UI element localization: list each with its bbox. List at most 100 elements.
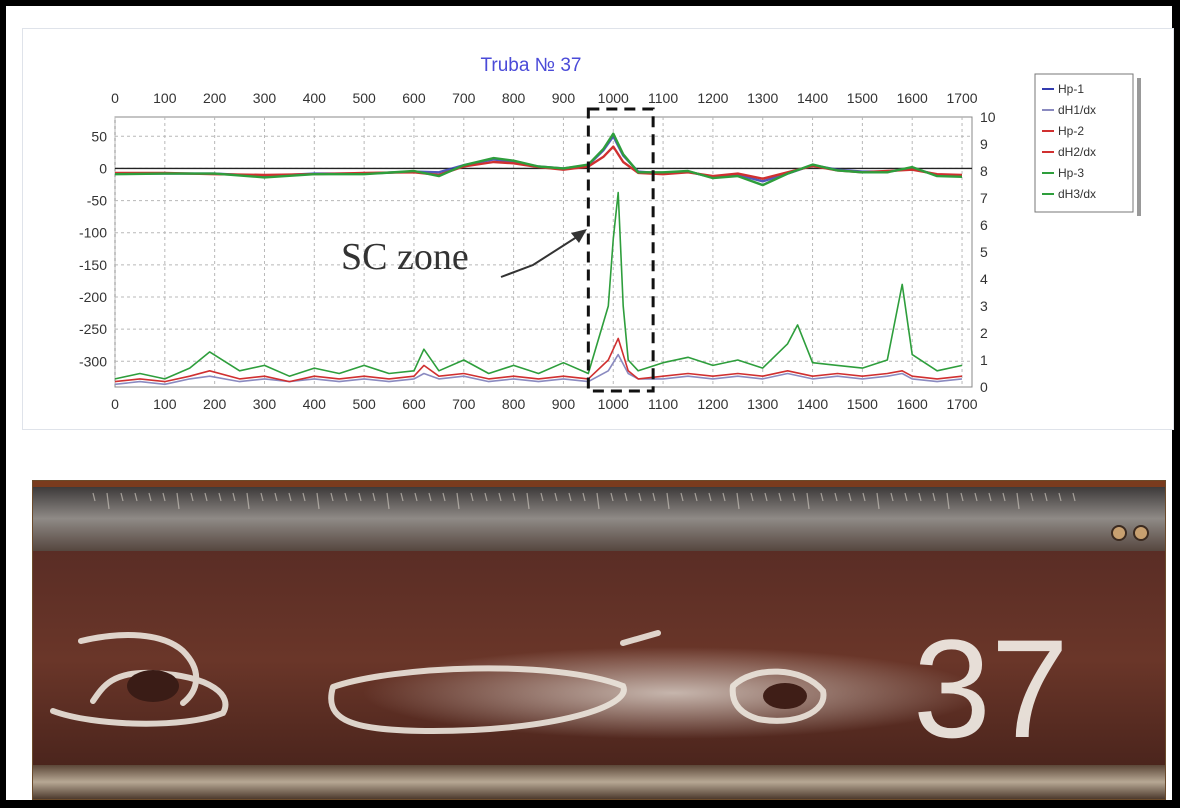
chalk-haze	[363, 647, 983, 739]
sc-zone-label: SC zone	[341, 236, 469, 278]
sc-zone-box	[586, 107, 655, 393]
legend: Hp-1 dH1/dx Hp-2 dH2/dx Hp-3 dH3/dx	[1034, 73, 1141, 216]
x-tick-label-top: 100	[153, 90, 177, 106]
ruler-tick	[400, 492, 404, 502]
x-tick-label-bottom: 500	[352, 396, 376, 412]
x-tick-label-bottom: 1100	[648, 396, 678, 412]
ruler-tick	[1030, 492, 1034, 502]
ruler-tick	[456, 492, 460, 510]
x-ticks-top: 0 100 200 300 400 500 600 700 800 900 1000 1100 1200…	[111, 90, 978, 106]
ruler-tick	[386, 492, 390, 510]
pipe-top-edge	[33, 487, 1165, 557]
pipe-photo: 37	[32, 480, 1166, 800]
legend-box	[1034, 73, 1134, 213]
ruler-tick	[260, 492, 264, 502]
ruler-tick	[232, 492, 236, 502]
ruler-tick	[1002, 492, 1006, 502]
series-layer	[114, 132, 963, 386]
x-tick-label-bottom: 400	[303, 396, 327, 412]
bolt-right	[1133, 525, 1149, 541]
y-right-tick-label: 6	[980, 217, 988, 233]
grid-layer	[114, 117, 972, 387]
y-left-tick-label: -150	[79, 257, 107, 273]
y-right-tick-label: 3	[980, 298, 988, 314]
x-tick-label-top: 200	[203, 90, 227, 106]
y-right-tick-label: 2	[980, 325, 988, 341]
ruler-tick	[974, 492, 978, 502]
ruler-tick	[652, 492, 656, 502]
x-tick-label-top: 1400	[797, 90, 828, 106]
x-tick-label-bottom: 0	[111, 396, 119, 412]
chalk-number: 37	[913, 610, 1069, 767]
x-tick-label-top: 1100	[648, 90, 678, 106]
ruler-tick	[568, 492, 572, 502]
ruler-tick	[876, 492, 880, 510]
ruler-tick	[806, 492, 810, 510]
ruler-tick	[680, 492, 684, 502]
series-line-hp-3	[114, 132, 963, 187]
x-tick-label-bottom: 1000	[598, 396, 629, 412]
ruler-tick	[596, 492, 600, 510]
ruler-tick	[498, 492, 502, 502]
x-tick-label-top: 600	[402, 90, 426, 106]
pit-right	[763, 683, 807, 709]
ruler-tick	[302, 492, 306, 502]
ruler-tick	[736, 492, 740, 510]
ruler-tick	[582, 492, 586, 502]
x-tick-label-bottom: 1200	[697, 396, 728, 412]
ruler-tick	[106, 492, 110, 510]
ruler-tick	[792, 492, 796, 502]
x-tick-label-bottom: 800	[502, 396, 526, 412]
x-tick-label-bottom: 700	[452, 396, 476, 412]
ruler-tick	[274, 492, 278, 502]
x-tick-label-top: 400	[303, 90, 327, 106]
ruler-tick	[190, 492, 194, 502]
y-left-tick-label: 50	[91, 128, 107, 144]
ruler-marks	[92, 492, 1076, 510]
y-left-tick-label: -50	[87, 193, 107, 209]
ruler-tick	[834, 492, 838, 502]
series-line-dh1-dx	[114, 353, 963, 386]
ruler-tick	[764, 492, 768, 502]
ruler-tick	[148, 492, 152, 502]
ruler-tick	[848, 492, 852, 502]
y-left-tick-label: 0	[99, 160, 107, 176]
ruler-tick	[204, 492, 208, 502]
chalk-outlines	[50, 630, 827, 735]
y-right-tick-label: 8	[980, 163, 988, 179]
x-tick-label-top: 300	[253, 90, 277, 106]
ruler-tick	[1016, 492, 1020, 510]
y-right-tick-label: 4	[980, 271, 988, 287]
x-tick-label-top: 1000	[598, 90, 629, 106]
ruler-tick	[526, 492, 530, 510]
ruler-tick	[162, 492, 166, 502]
ruler-tick	[330, 492, 334, 502]
ruler-tick	[932, 492, 936, 502]
ruler-tick	[344, 492, 348, 502]
ruler-tick	[946, 492, 950, 510]
y-right-tick-label: 10	[980, 109, 996, 125]
ruler-tick	[134, 492, 138, 502]
bolt-left	[1111, 525, 1127, 541]
ruler-tick	[246, 492, 250, 510]
chart-panel: Truba № 37 0 100 200 300 400 500 600 700 800 900 1…	[22, 28, 1174, 430]
y-left-tick-label: -250	[79, 321, 107, 337]
x-tick-label-bottom: 1300	[747, 396, 778, 412]
y-right-tick-label: 5	[980, 244, 988, 260]
ruler-tick	[1072, 492, 1076, 502]
ruler-tick	[414, 492, 418, 502]
ruler-tick	[358, 492, 362, 502]
sc-zone-arrowhead	[571, 229, 587, 243]
x-tick-label-bottom: 1400	[797, 396, 828, 412]
ruler-tick	[694, 492, 698, 502]
y-ticks-left: 50 0 -50 -100 -150 -200 -250 -300	[79, 128, 107, 369]
y-right-tick-label: 7	[980, 190, 988, 206]
ruler-tick	[750, 492, 754, 502]
ruler-tick	[442, 492, 446, 502]
x-tick-label-top: 700	[452, 90, 476, 106]
x-tick-label-top: 800	[502, 90, 526, 106]
ruler-tick	[904, 492, 908, 502]
legend-label: dH1/dx	[1058, 103, 1096, 117]
ruler-tick	[218, 492, 222, 502]
x-tick-label-top: 500	[352, 90, 376, 106]
